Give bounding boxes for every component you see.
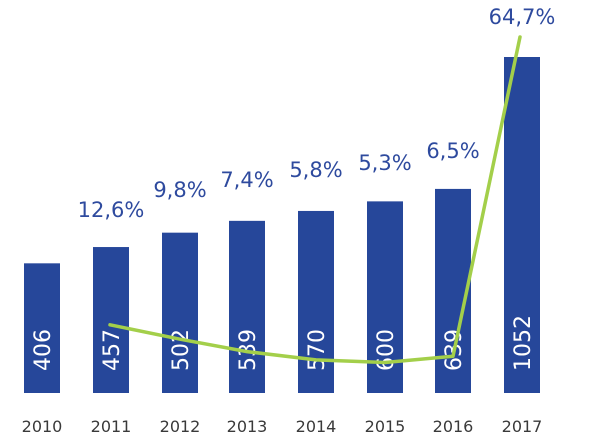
bar-value-label: 502 <box>169 329 194 371</box>
x-tick-label: 2014 <box>296 417 337 436</box>
bar-value-label: 570 <box>305 329 330 371</box>
bar-2011 <box>93 247 129 393</box>
x-tick-label: 2012 <box>160 417 201 436</box>
x-tick-label: 2010 <box>22 417 63 436</box>
bar-2010 <box>24 263 60 393</box>
growth-rate-labels: 12,6% 9,8% 7,4% 5,8% 5,3% 6,5% 64,7% <box>78 5 556 222</box>
bar-2017 <box>504 57 540 393</box>
bar-2013 <box>229 220 265 393</box>
growth-rate-label: 5,8% <box>289 158 342 182</box>
growth-rate-line <box>108 35 522 365</box>
bar-2014 <box>298 210 334 393</box>
growth-rate-label: 12,6% <box>78 198 145 222</box>
bar-series <box>24 57 540 393</box>
x-tick-label: 2015 <box>365 417 406 436</box>
x-axis-labels: 2010 2011 2012 2013 2014 2015 2016 2017 <box>22 417 543 436</box>
growth-rate-label: 5,3% <box>358 151 411 175</box>
bar-value-label: 600 <box>374 329 399 371</box>
growth-rate-label: 7,4% <box>220 168 273 192</box>
growth-rate-label: 6,5% <box>426 139 479 163</box>
growth-rate-label: 9,8% <box>153 178 206 202</box>
bar-value-label: 1052 <box>511 315 536 371</box>
x-tick-label: 2016 <box>433 417 474 436</box>
x-tick-label: 2017 <box>502 417 543 436</box>
x-tick-label: 2013 <box>227 417 268 436</box>
growth-rate-label: 64,7% <box>489 5 556 29</box>
x-tick-label: 2011 <box>91 417 132 436</box>
bar-value-label: 457 <box>100 329 125 371</box>
bar-value-label: 406 <box>31 329 56 371</box>
bar-2012 <box>162 232 198 393</box>
